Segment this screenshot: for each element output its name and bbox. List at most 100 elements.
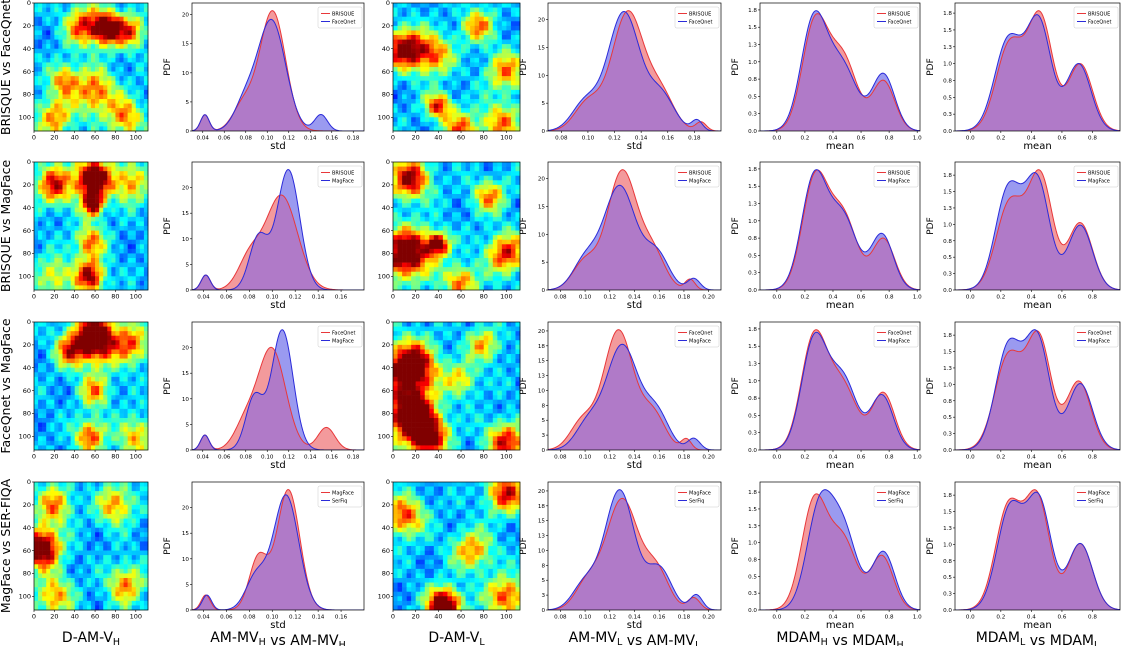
- heatmap-cell: [119, 39, 124, 45]
- heatmap-cell: [58, 85, 63, 91]
- heatmap-cell: [66, 486, 71, 492]
- heatmap-cell: [86, 30, 92, 36]
- heatmap-cell: [139, 35, 145, 40]
- heatmap-cell: [451, 7, 457, 13]
- heatmap-cell: [402, 372, 407, 378]
- heatmap-cell: [474, 180, 480, 186]
- heatmap-cell: [119, 408, 124, 414]
- heatmap-cell: [34, 180, 39, 186]
- heatmap-cell: [415, 221, 421, 227]
- heatmap-cell: [119, 162, 124, 167]
- heatmap-cell: [50, 16, 55, 22]
- heatmap-cell: [86, 76, 92, 82]
- heatmap-cell: [456, 285, 462, 291]
- heatmap-cell: [103, 121, 108, 127]
- heatmap-cell: [103, 253, 108, 259]
- heatmap-cell: [78, 500, 84, 506]
- heatmap-cell: [424, 216, 430, 222]
- heatmap-cell: [127, 395, 133, 401]
- heatmap-cell: [38, 194, 43, 199]
- heatmap-cell: [115, 267, 120, 273]
- heatmap-cell: [429, 76, 435, 82]
- heatmap-cell: [115, 171, 120, 177]
- heatmap-cell: [461, 212, 466, 218]
- heatmap-cell: [447, 322, 453, 327]
- heatmap-cell: [393, 340, 398, 346]
- heatmap-cell: [99, 85, 104, 91]
- heatmap-cell: [70, 258, 76, 263]
- heatmap-cell: [42, 386, 47, 391]
- heatmap-cell: [82, 108, 88, 114]
- heatmap-cell: [415, 57, 421, 63]
- heatmap-cell: [492, 194, 498, 199]
- heatmap-cell: [95, 322, 100, 327]
- heatmap-cell: [135, 386, 141, 391]
- heatmap-cell: [442, 3, 448, 8]
- heatmap-cell: [50, 189, 55, 195]
- heatmap-cell: [86, 431, 92, 437]
- heatmap-cell: [54, 326, 59, 332]
- heatmap-cell: [62, 221, 67, 227]
- heatmap-cell: [103, 372, 108, 378]
- heatmap-cell: [50, 386, 55, 391]
- heatmap-cell: [42, 221, 47, 227]
- heatmap-cell: [479, 180, 485, 186]
- heatmap-cell: [447, 390, 453, 396]
- heatmap-cell: [42, 112, 47, 118]
- heatmap-cell: [479, 76, 485, 82]
- heatmap-cell: [470, 3, 475, 8]
- heatmap-cell: [58, 367, 63, 373]
- heatmap-cell: [111, 418, 116, 423]
- heatmap-cell: [135, 57, 141, 63]
- heatmap-cell: [127, 280, 133, 286]
- heatmap-cell: [447, 7, 453, 13]
- heatmap-cell: [123, 30, 128, 36]
- heatmap-cell: [135, 322, 141, 327]
- heatmap-cell: [46, 349, 51, 355]
- heatmap-cell: [34, 85, 39, 91]
- heatmap-cell: [506, 16, 512, 22]
- heatmap-cell: [438, 94, 444, 100]
- heatmap-cell: [402, 226, 407, 231]
- heatmap-cell: [415, 349, 421, 355]
- heatmap-cell: [438, 180, 444, 186]
- heatmap-cell: [402, 94, 407, 100]
- heatmap-cell: [78, 440, 84, 446]
- heatmap-cell: [510, 349, 516, 355]
- heatmap-cell: [82, 175, 88, 181]
- heatmap-cell: [470, 427, 475, 433]
- heatmap-cell: [461, 408, 466, 414]
- heatmap-cell: [456, 21, 462, 27]
- heatmap-cell: [50, 57, 55, 63]
- heatmap-cell: [135, 399, 141, 405]
- heatmap-cell: [442, 126, 448, 132]
- heatmap-cell: [506, 276, 512, 282]
- heatmap-cell: [415, 212, 421, 218]
- heatmap-cell: [506, 12, 512, 18]
- heatmap-cell: [438, 112, 444, 118]
- heatmap-cell: [433, 349, 439, 355]
- heatmap-cell: [465, 276, 471, 282]
- heatmap-cell: [451, 276, 457, 282]
- heatmap-cell: [393, 404, 398, 410]
- heatmap-cell: [415, 67, 421, 72]
- heatmap-cell: [424, 399, 430, 405]
- heatmap-cell: [78, 335, 84, 341]
- heatmap-cell: [91, 322, 96, 327]
- heatmap-cell: [420, 189, 426, 195]
- heatmap-cell: [70, 103, 76, 109]
- heatmap-cell: [70, 112, 76, 118]
- heatmap-cell: [50, 94, 55, 100]
- heatmap-cell: [91, 189, 96, 195]
- heatmap-cell: [492, 71, 498, 77]
- heatmap-cell: [501, 248, 507, 254]
- heatmap-cell: [438, 340, 444, 346]
- heatmap-cell: [461, 235, 466, 241]
- heatmap-cell: [483, 386, 489, 391]
- heatmap-cell: [451, 85, 457, 91]
- heatmap-cell: [429, 335, 435, 341]
- heatmap-cell: [135, 25, 141, 31]
- heatmap-cell: [397, 207, 403, 213]
- heatmap-cell: [139, 226, 145, 231]
- heatmap-cell: [483, 16, 489, 22]
